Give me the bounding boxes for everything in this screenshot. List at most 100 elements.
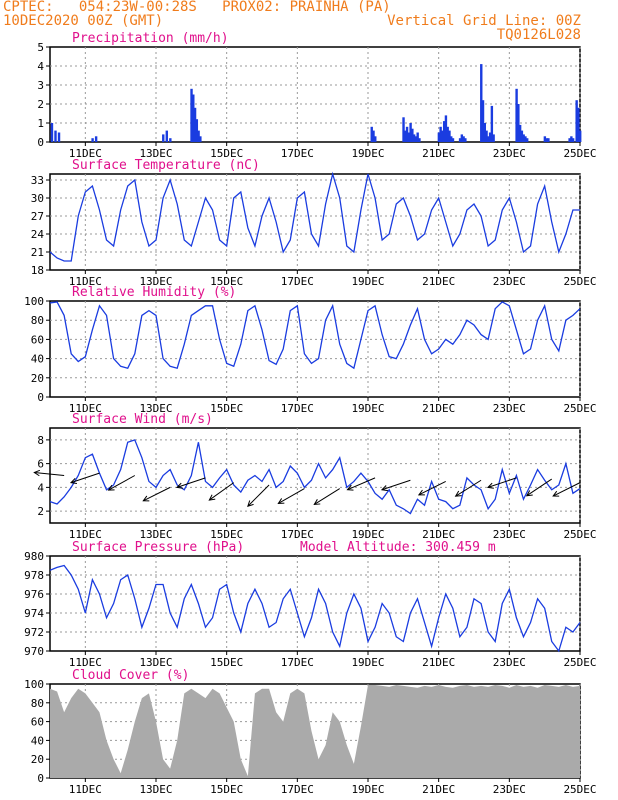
x-tick-label: 13DEC [139,528,172,541]
y-tick-label: 0 [37,136,44,149]
y-tick-label: 40 [31,734,44,747]
x-tick-label: 15DEC [210,402,243,415]
header-start-date: 10DEC2020 00Z (GMT) [3,13,164,29]
x-tick-label: 23DEC [493,275,526,288]
x-tick-label: 17DEC [281,402,314,415]
panel-title: Surface Wind (m/s) [72,412,213,427]
precip-bar [165,130,168,142]
precip-bar [444,115,448,142]
x-tick-label: 19DEC [351,656,384,669]
wind-vector-arrow [454,479,482,497]
precip-bar [192,94,195,142]
precip-bar [451,138,455,142]
x-tick-label: 21DEC [422,656,455,669]
x-tick-label: 11DEC [69,147,102,160]
y-tick-label: 21 [31,246,44,259]
y-tick-label: 8 [37,434,44,447]
precip-bar [402,117,405,142]
precip-bar [464,138,467,142]
x-tick-label: 23DEC [493,783,526,796]
y-tick-label: 0 [37,772,44,785]
precip-bar [193,107,197,142]
x-tick-label: 13DEC [139,656,172,669]
x-tick-label: 13DEC [139,783,172,796]
precip-bar [517,104,520,142]
precip-bar [545,138,548,142]
x-tick-label: 17DEC [281,147,314,160]
series-line [49,171,580,262]
x-tick-label: 19DEC [351,147,384,160]
precip-bar [485,130,488,142]
wind-vector-arrow [33,469,65,477]
precip-bar [418,138,421,142]
wind-vector-arrow [107,475,136,491]
y-tick-label: 2 [37,98,44,111]
model-altitude-label: Model Altitude: 300.459 m [300,540,496,555]
y-tick-label: 2 [37,505,44,518]
x-tick-label: 23DEC [493,402,526,415]
y-tick-label: 40 [31,353,44,366]
precip-bar [520,130,524,142]
panel-frame [49,300,581,398]
precip-bar [374,136,377,142]
panel-frame [49,173,581,271]
x-tick-label: 21DEC [422,147,455,160]
precip-bar [460,134,464,142]
precip-bar [577,107,580,142]
precip-bar [543,136,547,142]
x-tick-label: 25DEC [563,528,596,541]
x-tick-label: 15DEC [210,656,243,669]
precip-bar [579,130,582,142]
x-tick-label: 17DEC [281,783,314,796]
x-tick-label: 21DEC [422,402,455,415]
x-tick-label: 19DEC [351,528,384,541]
y-tick-label: 0 [37,391,44,404]
series-line [49,439,581,515]
x-tick-label: 25DEC [563,147,596,160]
y-tick-label: 1 [37,117,44,130]
x-tick-label: 25DEC [563,656,596,669]
wind-vector-arrow [346,477,376,491]
precip-bar [515,88,518,142]
y-tick-label: 27 [31,210,44,223]
precip-bar [199,136,202,142]
y-tick-label: 4 [37,481,44,494]
x-tick-label: 17DEC [281,528,314,541]
x-tick-label: 11DEC [69,275,102,288]
precip-bar [162,134,165,142]
header-location: CPTEC: 054:23W-00:28S PROX02: PRAINHA (P… [3,0,391,15]
header-model-code: TQ0126L028 [496,27,581,43]
wind-vector-arrow [525,478,553,497]
y-tick-label: 80 [31,314,44,327]
precip-bar [412,134,416,142]
y-tick-label: 6 [37,458,44,471]
x-tick-label: 15DEC [210,528,243,541]
y-tick-label: 60 [31,333,44,346]
wind-vector-arrow [277,488,305,504]
x-tick-label: 11DEC [69,783,102,796]
series-line [49,301,581,370]
precip-bar [370,126,373,142]
x-tick-label: 25DEC [563,783,596,796]
panel-title: Relative Humidity (%) [72,285,236,300]
y-tick-label: 24 [31,228,45,241]
precip-bar [524,136,527,142]
header-grid-note: Vertical Grid Line: 00Z [387,13,581,29]
y-tick-label: 100 [24,678,44,691]
precip-bar [50,123,54,142]
x-tick-label: 25DEC [563,402,596,415]
y-tick-label: 980 [24,550,44,563]
wind-vector-arrow [208,482,235,501]
precip-bar [462,136,465,142]
precip-bar [197,130,200,142]
x-tick-label: 23DEC [493,528,526,541]
x-tick-label: 21DEC [422,783,455,796]
x-tick-label: 23DEC [493,147,526,160]
x-tick-label: 19DEC [351,402,384,415]
y-tick-label: 970 [24,645,44,658]
wind-vector-arrow [552,482,581,497]
x-tick-label: 15DEC [210,147,243,160]
precip-bar [439,126,442,142]
x-tick-label: 13DEC [139,275,172,288]
y-tick-label: 60 [31,716,44,729]
